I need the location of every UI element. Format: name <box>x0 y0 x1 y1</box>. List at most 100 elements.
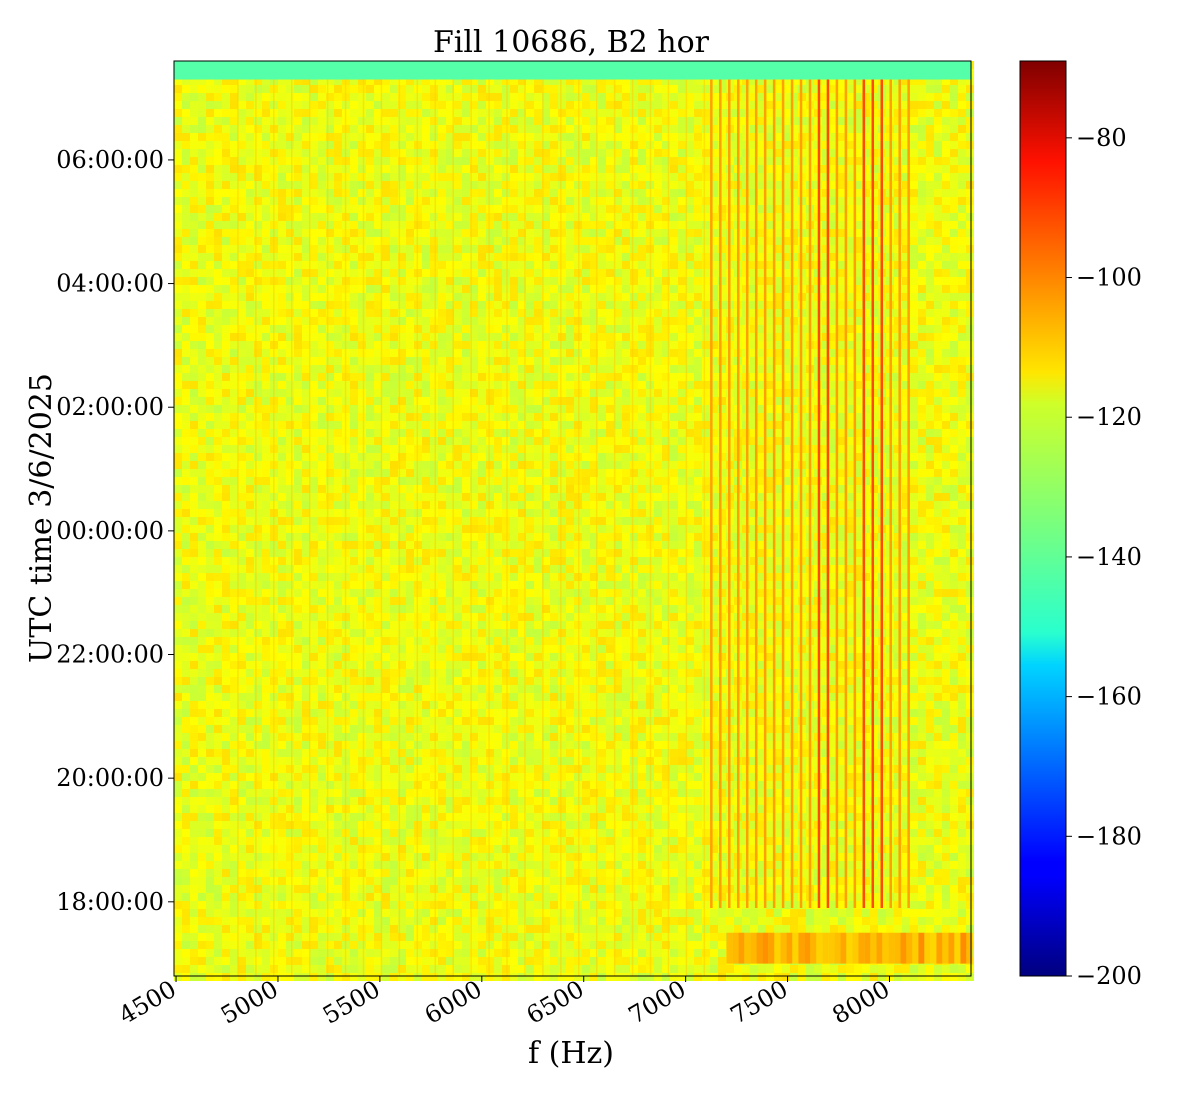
heatmap-cell <box>702 365 710 373</box>
heatmap-cell <box>278 157 286 165</box>
heatmap-cell <box>326 213 334 221</box>
heatmap-cell <box>566 173 574 181</box>
heatmap-cell <box>294 149 302 157</box>
heatmap-cell <box>398 77 406 85</box>
heatmap-cell <box>582 341 590 349</box>
heatmap-cell <box>830 325 838 333</box>
heatmap-cell <box>390 301 398 309</box>
heatmap-cell <box>630 229 638 237</box>
heatmap-cell <box>606 157 614 165</box>
heatmap-cell <box>422 221 430 229</box>
heatmap-cell <box>390 173 398 181</box>
heatmap-cell <box>606 245 614 253</box>
heatmap-cell <box>238 125 246 133</box>
heatmap-cell <box>470 413 478 421</box>
heatmap-cell <box>262 301 270 309</box>
heatmap-cell <box>918 317 926 325</box>
heatmap-cell <box>182 221 190 229</box>
heatmap-cell <box>262 429 270 437</box>
heatmap-cell <box>934 389 942 397</box>
heatmap-cell <box>462 253 470 261</box>
heatmap-cell <box>350 421 358 429</box>
heatmap-cell <box>318 373 326 381</box>
heatmap-cell <box>790 237 798 245</box>
heatmap-cell <box>718 413 726 421</box>
heatmap-cell <box>758 141 766 149</box>
heatmap-cell <box>438 293 446 301</box>
heatmap-cell <box>318 245 326 253</box>
heatmap-cell <box>438 85 446 93</box>
heatmap-cell <box>526 189 534 197</box>
heatmap-cell <box>790 205 798 213</box>
heatmap-cell <box>398 333 406 341</box>
heatmap-cell <box>486 125 494 133</box>
heatmap-cell <box>174 373 182 381</box>
heatmap-cell <box>574 117 582 125</box>
heatmap-cell <box>398 317 406 325</box>
heatmap-cell <box>238 165 246 173</box>
heatmap-cell <box>358 301 366 309</box>
heatmap-cell <box>710 357 718 365</box>
heatmap-cell <box>862 269 870 277</box>
heatmap-cell <box>422 309 430 317</box>
heatmap-cell <box>534 277 542 285</box>
heatmap-cell <box>518 165 526 173</box>
heatmap-cell <box>374 221 382 229</box>
heatmap-cell <box>198 213 206 221</box>
heatmap-cell <box>766 101 774 109</box>
heatmap-cell <box>550 189 558 197</box>
heatmap-cell <box>910 413 918 421</box>
heatmap-cell <box>358 429 366 437</box>
heatmap-cell <box>638 125 646 133</box>
heatmap-cell <box>582 445 590 453</box>
heatmap-cell <box>958 133 966 141</box>
heatmap-cell <box>654 341 662 349</box>
heatmap-cell <box>694 429 702 437</box>
heatmap-cell <box>902 221 910 229</box>
heatmap-cell <box>366 333 374 341</box>
heatmap-cell <box>934 157 942 165</box>
heatmap-cell <box>966 101 974 109</box>
heatmap-cell <box>582 397 590 405</box>
heatmap-cell <box>278 293 286 301</box>
heatmap-cell <box>694 125 702 133</box>
heatmap-cell <box>630 133 638 141</box>
heatmap-cell <box>294 173 302 181</box>
heatmap-cell <box>310 77 318 85</box>
heatmap-cell <box>214 173 222 181</box>
heatmap-cell <box>326 373 334 381</box>
heatmap-cell <box>318 317 326 325</box>
heatmap-cell <box>590 173 598 181</box>
heatmap-cell <box>398 341 406 349</box>
heatmap-cell <box>678 269 686 277</box>
heatmap-cell <box>606 293 614 301</box>
heatmap-cell <box>518 85 526 93</box>
heatmap-cell <box>478 253 486 261</box>
heatmap-cell <box>614 277 622 285</box>
heatmap-cell <box>470 317 478 325</box>
heatmap-cell <box>750 157 758 165</box>
heatmap-cell <box>590 109 598 117</box>
heatmap-cell <box>286 437 294 445</box>
heatmap-cell <box>334 437 342 445</box>
heatmap-cell <box>430 245 438 253</box>
heatmap-cell <box>662 245 670 253</box>
heatmap-cell <box>894 269 902 277</box>
heatmap-cell <box>902 453 910 461</box>
heatmap-cell <box>774 109 782 117</box>
heatmap-cell <box>174 429 182 437</box>
heatmap-cell <box>822 397 830 405</box>
heatmap-cell <box>382 229 390 237</box>
heatmap-cell <box>206 381 214 389</box>
heatmap-cell <box>966 229 974 237</box>
heatmap-cell <box>822 349 830 357</box>
heatmap-cell <box>310 453 318 461</box>
heatmap-cell <box>718 101 726 109</box>
heatmap-cell <box>694 197 702 205</box>
heatmap-cell <box>926 269 934 277</box>
heatmap-cell <box>854 229 862 237</box>
heatmap-cell <box>918 85 926 93</box>
heatmap-cell <box>446 117 454 125</box>
heatmap-cell <box>430 125 438 133</box>
heatmap-cell <box>774 429 782 437</box>
